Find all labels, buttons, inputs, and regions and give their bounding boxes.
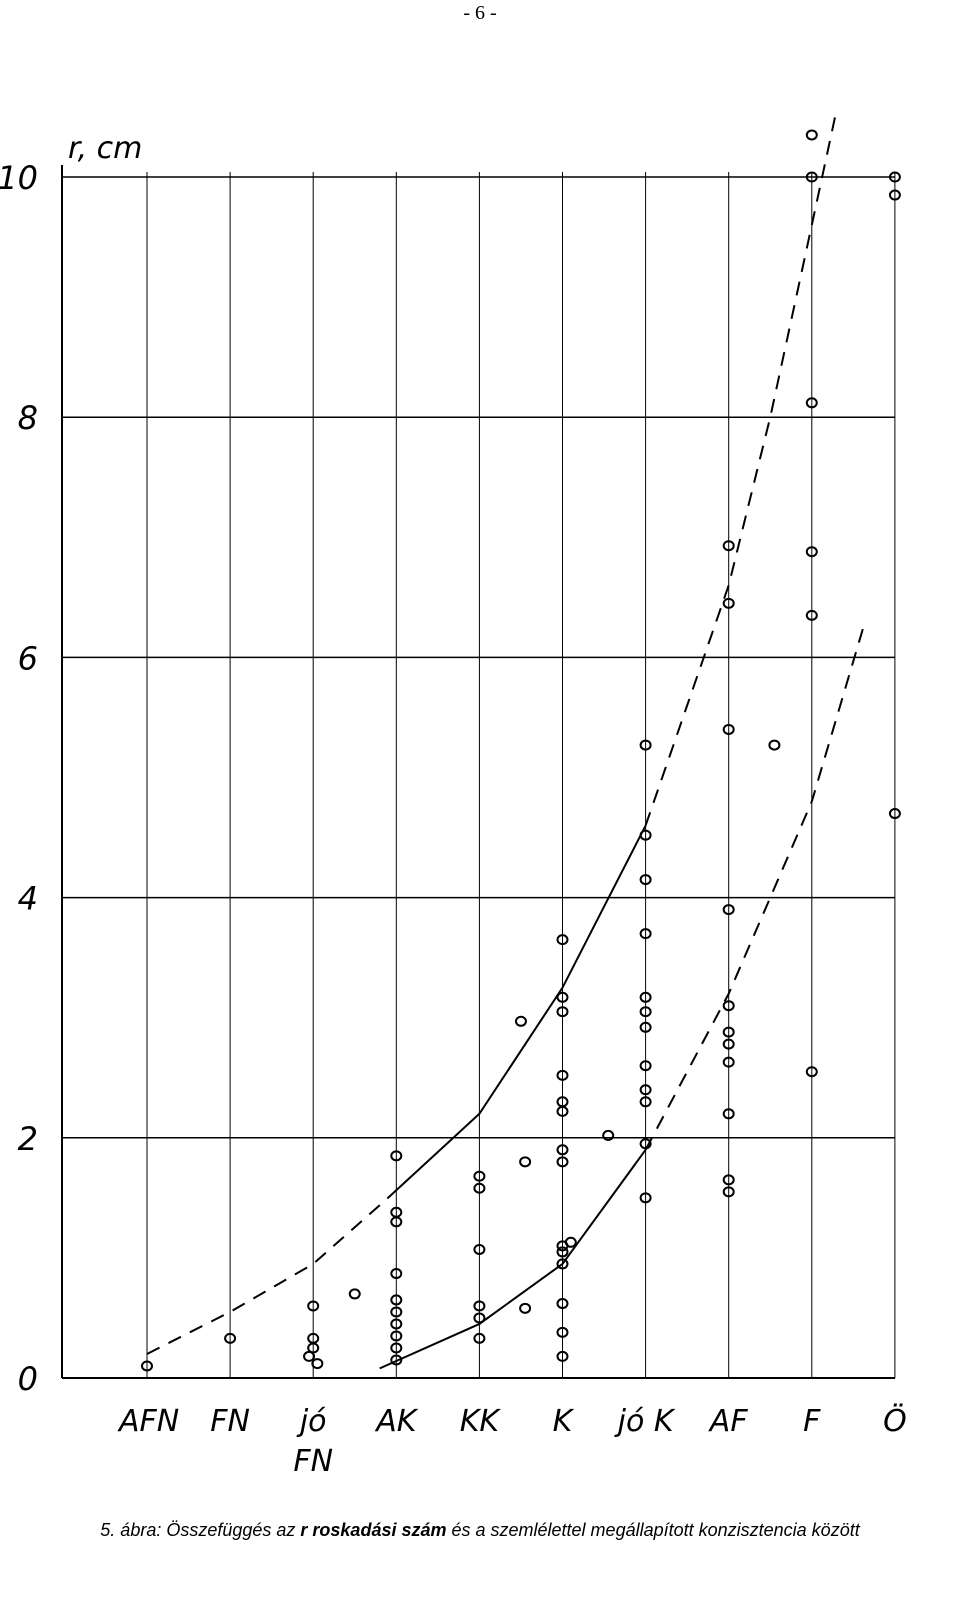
point <box>473 1182 486 1194</box>
point <box>348 1288 361 1300</box>
point <box>556 991 569 1003</box>
point <box>564 1236 577 1248</box>
point <box>722 1038 735 1050</box>
point <box>805 1066 818 1078</box>
point <box>722 1186 735 1198</box>
point <box>519 1302 532 1314</box>
y-tick-label: 4 <box>18 880 38 918</box>
x-tick-label: jó FN <box>293 1404 334 1479</box>
point <box>805 609 818 621</box>
point <box>390 1294 403 1306</box>
point <box>602 1129 615 1141</box>
point <box>805 397 818 409</box>
point <box>473 1300 486 1312</box>
fit-curve <box>379 1149 647 1370</box>
point <box>888 189 901 201</box>
x-tick-label: K <box>552 1404 573 1439</box>
caption: 5. ábra: Összefüggés az r roskadási szám… <box>10 1520 950 1540</box>
x-tick-label: FN <box>210 1404 250 1439</box>
caption-text: 5. ábra: Összefüggés az <box>100 1520 301 1540</box>
point <box>722 1108 735 1120</box>
point <box>390 1150 403 1162</box>
point <box>639 1192 652 1204</box>
x-tick-label: KK <box>459 1404 500 1439</box>
point <box>519 1156 532 1168</box>
point <box>722 1026 735 1038</box>
point <box>311 1358 324 1370</box>
point <box>722 723 735 735</box>
point <box>556 1069 569 1081</box>
point <box>722 540 735 552</box>
point <box>556 1105 569 1117</box>
point <box>141 1360 153 1372</box>
caption-text: és a szemlélettel megállapított konziszt… <box>446 1520 860 1540</box>
point <box>556 1156 569 1168</box>
point <box>556 1326 569 1338</box>
point <box>307 1300 320 1312</box>
point <box>639 1021 652 1033</box>
fit-curve <box>644 116 837 826</box>
point <box>722 1174 735 1186</box>
point <box>390 1268 403 1280</box>
x-tick-label: jó K <box>617 1404 674 1439</box>
point <box>556 1258 569 1270</box>
point <box>639 739 652 751</box>
point <box>805 171 818 183</box>
y-tick-label: 6 <box>18 639 38 677</box>
point <box>722 597 735 609</box>
point <box>390 1330 403 1342</box>
point <box>390 1354 403 1366</box>
point <box>473 1170 486 1182</box>
point <box>556 934 569 946</box>
point <box>556 1246 569 1258</box>
point <box>639 1060 652 1072</box>
caption-bold: r roskadási szám <box>300 1520 447 1540</box>
y-tick-label: 10 <box>0 159 38 197</box>
point <box>473 1332 486 1344</box>
y-tick-label: 0 <box>18 1360 38 1398</box>
point <box>722 1000 735 1012</box>
fit-curve <box>644 627 865 1151</box>
y-tick-label: 2 <box>18 1120 38 1158</box>
point <box>639 928 652 940</box>
point <box>805 129 818 141</box>
page-number: - 6 - <box>463 2 497 24</box>
fit-curve <box>146 1197 389 1355</box>
x-tick-label: AK <box>376 1404 417 1439</box>
x-tick-label: AF <box>709 1404 748 1439</box>
point <box>639 1006 652 1018</box>
x-tick-label: Ö <box>883 1404 907 1439</box>
point <box>473 1243 486 1255</box>
point <box>722 1056 735 1068</box>
chart: r, cm 0 2 4 6 8 10 <box>0 116 901 1398</box>
point <box>556 1144 569 1156</box>
point <box>556 1350 569 1362</box>
point <box>390 1342 403 1354</box>
x-tick-label: F <box>803 1404 821 1439</box>
point <box>556 1006 569 1018</box>
point <box>722 904 735 916</box>
fit-curve <box>387 825 647 1199</box>
point <box>888 808 901 820</box>
point <box>639 991 652 1003</box>
point <box>390 1318 403 1330</box>
point <box>639 1096 652 1108</box>
point <box>514 1015 527 1027</box>
y-axis-label: r, cm <box>68 131 142 166</box>
point <box>224 1332 237 1344</box>
point <box>303 1350 316 1362</box>
point <box>473 1312 486 1324</box>
point <box>556 1298 569 1310</box>
point <box>390 1216 403 1228</box>
point <box>888 171 901 183</box>
point <box>805 546 818 558</box>
point <box>768 739 781 751</box>
y-tick-label: 8 <box>18 399 38 437</box>
point <box>639 874 652 886</box>
point <box>390 1306 403 1318</box>
point <box>639 1084 652 1096</box>
x-tick-label: AFN <box>119 1404 180 1439</box>
